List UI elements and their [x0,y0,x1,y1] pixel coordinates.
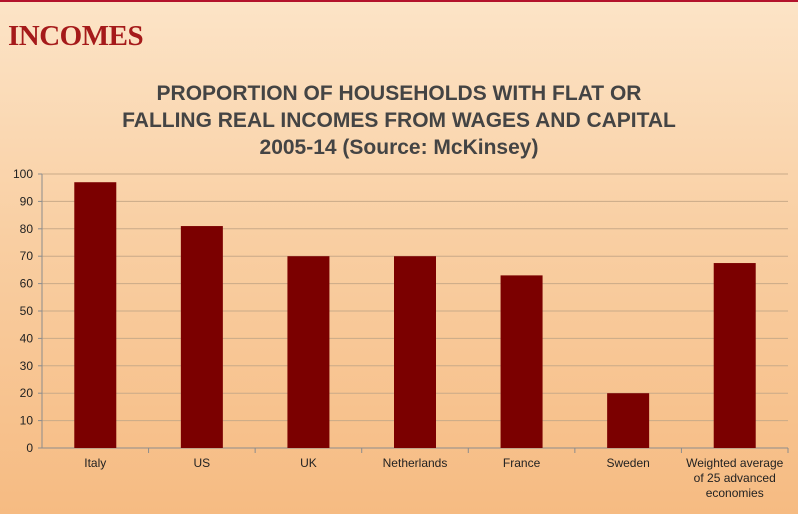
x-tick-label: Italy [84,456,106,470]
x-tick-label: France [503,456,541,470]
y-tick-label: 90 [20,194,34,208]
x-tick-label: US [194,456,211,470]
section-title: INCOMES [8,20,144,52]
x-tick-label: UK [300,456,317,470]
y-tick-label: 60 [20,277,34,291]
bar [287,256,330,448]
chart-title-line-3: 2005-14 (Source: McKinsey) [259,136,539,159]
y-tick-label: 50 [20,304,34,318]
bar [394,256,436,448]
chart-title-line-1: PROPORTION OF HOUSEHOLDS WITH FLAT OR [156,82,642,105]
x-tick-label: economies [706,486,764,500]
bar [607,393,650,448]
bar [500,275,543,448]
x-tick-label: Weighted average [686,456,784,470]
x-tick-label: Netherlands [383,456,448,470]
chart-title-line-2: FALLING REAL INCOMES FROM WAGES AND CAPI… [122,109,676,132]
bar [180,226,223,448]
chart-title: PROPORTION OF HOUSEHOLDS WITH FLAT OR FA… [0,80,798,161]
y-tick-label: 70 [20,249,34,263]
y-tick-label: 100 [13,167,33,181]
y-tick-label: 80 [20,222,34,236]
top-rule [0,0,798,2]
y-tick-label: 40 [20,331,34,345]
x-tick-label: Sweden [606,456,649,470]
y-tick-label: 30 [20,359,34,373]
bar [74,182,117,448]
y-tick-label: 10 [20,414,34,428]
bar [713,263,756,448]
y-tick-label: 0 [26,441,33,455]
x-tick-label: of 25 advanced [694,471,776,485]
y-tick-label: 20 [20,386,34,400]
